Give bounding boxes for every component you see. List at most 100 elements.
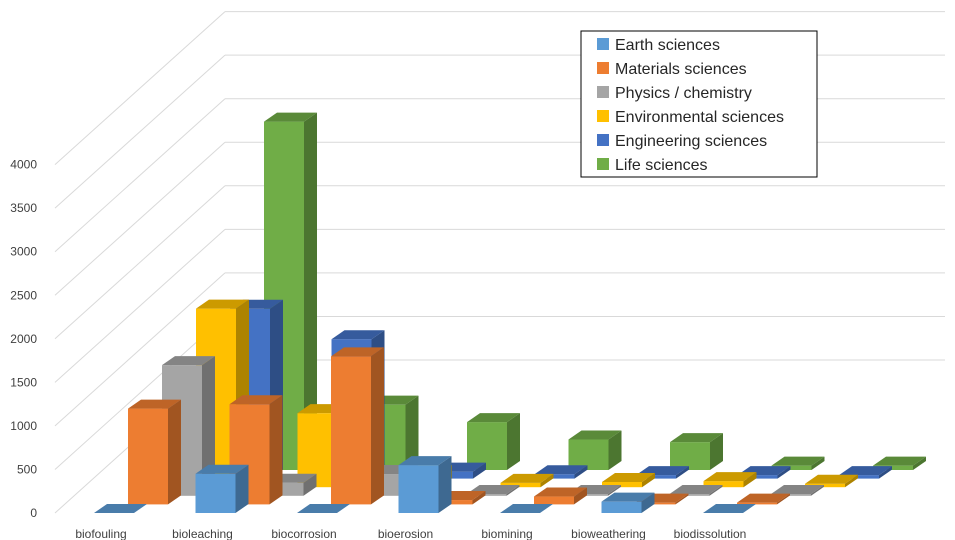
bar-front: [195, 473, 236, 513]
bar-side: [473, 462, 486, 479]
bar-front: [534, 474, 575, 479]
bar: [873, 456, 926, 470]
bar-side: [506, 485, 520, 496]
y-tick-label: 0: [30, 506, 37, 520]
bar: [703, 504, 756, 513]
bar-front: [737, 475, 778, 479]
bars: [94, 112, 926, 513]
bar-top: [467, 413, 520, 423]
bar-top: [737, 493, 790, 503]
bar-top: [162, 356, 215, 366]
bar-top: [195, 464, 249, 474]
bar-top: [873, 456, 926, 466]
bar-side: [235, 464, 249, 513]
legend-label: Engineering sciences: [615, 133, 767, 150]
gridline-side: [54, 272, 226, 427]
bar-front: [534, 496, 574, 505]
bar-front: [602, 481, 642, 488]
bar-front: [128, 408, 168, 505]
x-tick-label: biomining: [481, 527, 532, 540]
bar: [94, 504, 147, 513]
bar-front: [500, 482, 541, 488]
bar-top: [534, 487, 587, 497]
bar-front: [568, 439, 609, 470]
bar-front: [771, 465, 812, 470]
y-tick-label: 3000: [10, 245, 37, 259]
bar-top: [839, 466, 892, 476]
legend-frame: [580, 30, 818, 178]
bar-top: [264, 112, 317, 122]
y-tick-label: 3500: [10, 201, 37, 215]
bar: [602, 472, 655, 488]
bar-side: [709, 485, 723, 496]
bar: [771, 456, 825, 470]
y-tick-label: 500: [17, 462, 37, 476]
gridline-side: [54, 98, 226, 253]
bar-side: [641, 492, 655, 513]
legend-swatch: [597, 38, 609, 50]
bar: [500, 473, 554, 488]
bar: [737, 493, 790, 505]
bar-top: [771, 456, 825, 466]
bar-side: [676, 466, 689, 479]
bar-side: [845, 474, 858, 488]
x-tick-label: bioleaching: [172, 527, 233, 540]
legend-swatch: [597, 86, 609, 98]
bar-side: [710, 433, 723, 470]
bar-side: [574, 465, 588, 479]
y-tick-label: 4000: [10, 158, 37, 172]
x-tick-label: biocorrosion: [271, 527, 336, 540]
bar-side: [405, 395, 419, 470]
bar-front: [601, 501, 642, 513]
bar: [568, 430, 622, 470]
bar-front: [737, 502, 777, 505]
gridline-side: [54, 11, 226, 165]
bar-top: [670, 433, 723, 443]
bar-side: [777, 493, 790, 505]
bar-side: [507, 413, 520, 470]
gridline-side: [54, 228, 226, 383]
bar-top: [601, 492, 655, 502]
bar-top: [568, 430, 622, 440]
bar: [195, 464, 249, 513]
bar-side: [777, 466, 791, 479]
legend-swatch: [597, 62, 609, 74]
legend-label: Earth sciences: [615, 37, 720, 54]
bar-front: [636, 475, 676, 479]
bar-front: [331, 356, 371, 505]
bar-side: [472, 491, 486, 505]
bar-side: [743, 472, 757, 488]
y-tick-label: 2500: [10, 288, 37, 302]
legend-label: Physics / chemistry: [615, 85, 752, 102]
bar-front: [873, 465, 913, 470]
bar-side: [574, 487, 587, 505]
bar-side: [608, 430, 622, 470]
bar-top: [500, 504, 553, 513]
bar-top: [703, 472, 757, 482]
bar-side: [675, 493, 689, 505]
bar: [467, 413, 520, 470]
bar: [534, 487, 587, 505]
bar-top: [602, 472, 655, 482]
legend-label: Environmental sciences: [615, 109, 784, 126]
bar-top: [331, 347, 384, 357]
bar-top: [196, 299, 249, 309]
bar: [601, 492, 655, 513]
bar-side: [304, 112, 317, 470]
bar-side: [642, 472, 655, 488]
bar: [670, 433, 723, 470]
bar-side: [913, 456, 926, 470]
y-tick-label: 2000: [10, 332, 37, 346]
bar-front: [805, 483, 845, 488]
bar-side: [168, 399, 181, 505]
legend-label: Materials sciences: [615, 61, 747, 78]
bar-top: [636, 466, 689, 476]
bar-front: [703, 481, 744, 488]
bar-front: [670, 442, 710, 470]
bar-side: [608, 485, 621, 496]
legend-swatch: [597, 110, 609, 122]
gridline-side: [54, 141, 226, 296]
bar: [297, 504, 350, 513]
bar-top: [128, 399, 181, 409]
